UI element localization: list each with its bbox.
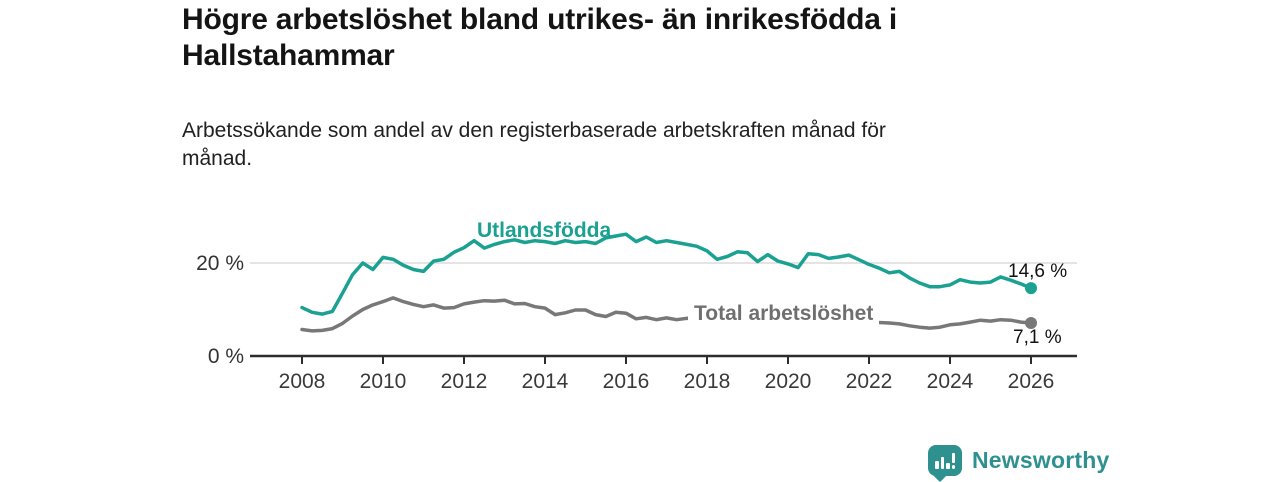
series-end-dot-utlandsfodda bbox=[1025, 282, 1037, 295]
chart-subtitle-line-2: månad. bbox=[182, 147, 253, 170]
series-line-utlandsfodda bbox=[300, 232, 1033, 316]
logo-bar-2 bbox=[940, 456, 944, 469]
x-tick-label: 2018 bbox=[684, 370, 731, 393]
y-tick-label: 0 % bbox=[208, 345, 244, 368]
newsworthy-logo: Newsworthy bbox=[928, 442, 1110, 482]
x-tick-label: 2012 bbox=[441, 370, 488, 393]
page-title-line-1: Högre arbetslöshet bland utrikes- än inr… bbox=[182, 3, 897, 36]
page-title-line-2: Hallstahammar bbox=[182, 39, 395, 72]
bar-chart-speech-bubble-icon bbox=[928, 444, 962, 482]
logo-bar-1 bbox=[935, 460, 939, 469]
logo-bar-3 bbox=[946, 462, 950, 469]
x-tick-label: 2020 bbox=[765, 370, 812, 393]
x-tick-label: 2014 bbox=[522, 370, 569, 393]
x-tick-label: 2010 bbox=[360, 370, 407, 393]
series-line-total bbox=[300, 296, 1033, 333]
series-label-total-arbetsloshet: Total arbetslöshet bbox=[688, 301, 880, 327]
brand-name: Newsworthy bbox=[972, 446, 1110, 473]
x-tick-label: 2024 bbox=[927, 370, 974, 393]
logo-exclamation bbox=[951, 453, 955, 469]
end-value-total: 7,1 % bbox=[1013, 327, 1062, 348]
y-tick-label: 20 % bbox=[196, 252, 244, 275]
x-tick-label: 2016 bbox=[603, 370, 650, 393]
end-value-utlandsfodda: 14,6 % bbox=[1008, 261, 1068, 282]
x-tick-label: 2026 bbox=[1008, 370, 1055, 393]
x-tick-label: 2008 bbox=[279, 370, 326, 393]
chart-subtitle-line-1: Arbetssökande som andel av den registerb… bbox=[182, 119, 886, 142]
page-title: Högre arbetslöshet bland utrikes- än inr… bbox=[182, 2, 1082, 74]
series-end-dot-total bbox=[1025, 316, 1037, 329]
chart-subtitle: Arbetssökande som andel av den registerb… bbox=[182, 117, 1082, 173]
series-label-utlandsfodda: Utlandsfödda bbox=[477, 219, 612, 242]
x-tick-label: 2022 bbox=[846, 370, 893, 393]
